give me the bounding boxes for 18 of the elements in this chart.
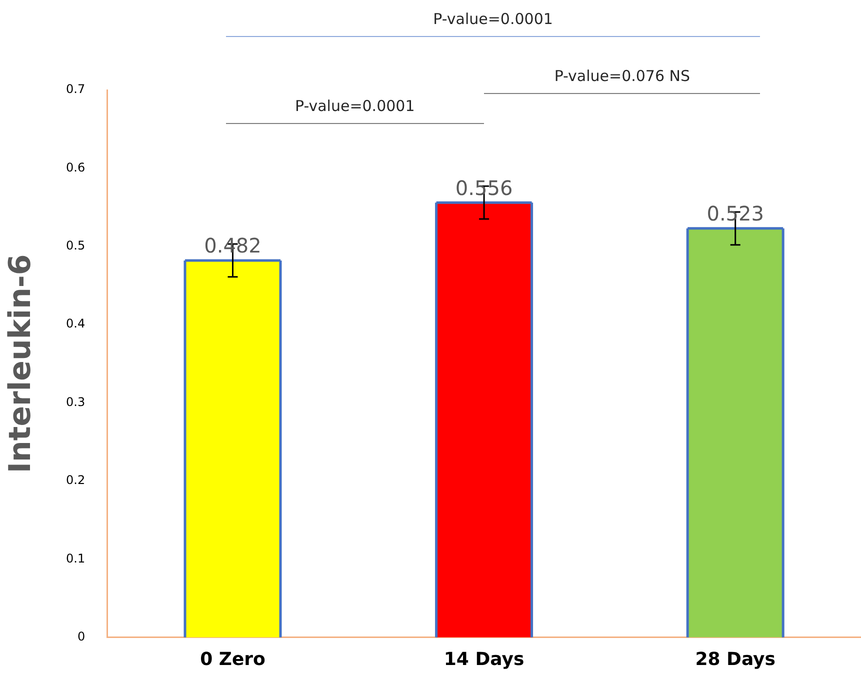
y-tick-label: 0 [77, 630, 86, 644]
y-axis-title: Interleukin-6 [2, 254, 38, 474]
data-label: 0.556 [455, 176, 513, 200]
data-label: 0.523 [706, 202, 764, 226]
y-tick-label: 0.7 [66, 82, 86, 96]
x-tick-label: 28 Days [695, 648, 776, 670]
bracket: P-value=0.0001 [226, 97, 484, 124]
x-tick-label: 0 Zero [200, 648, 266, 670]
bracket: P-value=0.076 NS [484, 67, 760, 94]
y-tick-label: 0.4 [66, 316, 86, 331]
y-tick-label: 0.5 [66, 238, 86, 253]
y-tick-label: 0.6 [66, 160, 86, 174]
y-tick-label: 0.1 [66, 551, 86, 566]
bracket: P-value=0.0001 [226, 10, 760, 37]
x-tick-label: 14 Days [444, 648, 524, 670]
data-label: 0.482 [204, 234, 262, 258]
y-tick-label: 0.2 [66, 473, 86, 488]
y-tick-label: 0.3 [66, 394, 86, 409]
